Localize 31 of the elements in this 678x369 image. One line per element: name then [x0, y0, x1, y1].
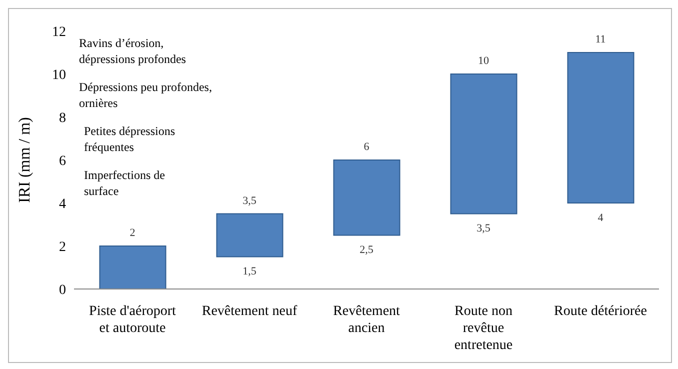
- y-tick-label: 8: [59, 110, 66, 126]
- x-tick-label: Route détériorée: [554, 304, 647, 319]
- bar: [333, 160, 400, 236]
- annotation: 11: [595, 34, 606, 46]
- bar: [567, 52, 634, 204]
- y-tick-label: 10: [52, 68, 66, 83]
- annotation: 2: [130, 227, 136, 239]
- annotation: 10: [478, 55, 490, 67]
- annotation: 1,5: [242, 266, 257, 278]
- x-tick-label: Revêtement neuf: [202, 304, 298, 319]
- bar: [450, 74, 518, 214]
- y-axis-title: IRI (mm / m): [16, 117, 34, 203]
- y-tick-label: 6: [59, 154, 66, 169]
- x-tick-label: Revêtement ancien: [333, 304, 400, 336]
- x-tick-label: Route non revêtue entretenue: [454, 304, 513, 353]
- annotation: Petites dépressions fréquentes: [84, 123, 175, 155]
- y-tick-label: 0: [59, 282, 66, 298]
- annotation: 4: [598, 212, 604, 224]
- annotation: Imperfections de surface: [84, 167, 165, 199]
- annotation: 3,5: [242, 194, 257, 207]
- bar: [216, 213, 284, 258]
- x-tick-label: Piste d'aéroport et autoroute: [89, 304, 176, 336]
- y-tick-label: 12: [52, 24, 66, 40]
- annotation: 3,5: [476, 222, 491, 235]
- annotation: 6: [364, 141, 370, 153]
- annotation: 2,5: [360, 244, 374, 256]
- bar: [99, 246, 166, 289]
- y-tick-label: 4: [59, 196, 66, 212]
- annotation: Ravins d’érosion, dépressions profondes: [79, 35, 186, 67]
- annotation: Dépressions peu profondes, ornières: [79, 79, 212, 111]
- y-tick-label: 2: [59, 240, 66, 255]
